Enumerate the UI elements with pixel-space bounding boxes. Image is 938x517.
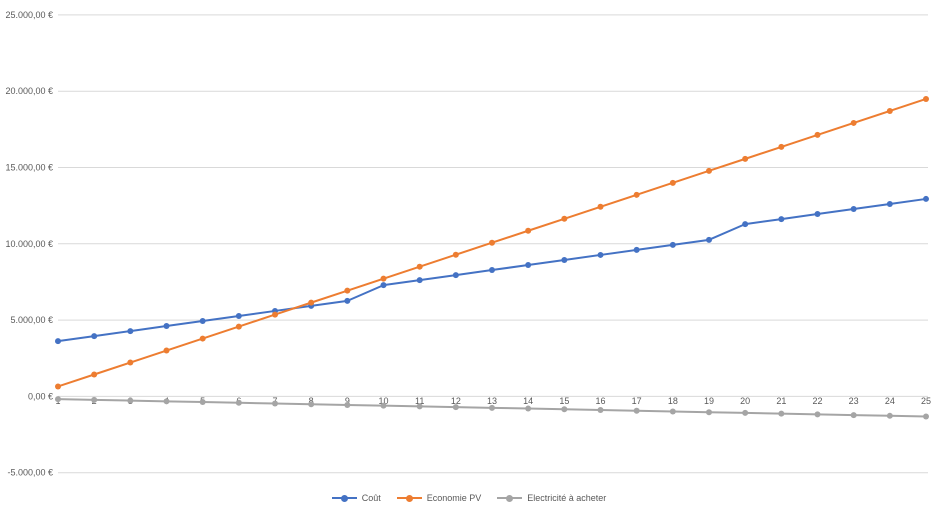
- svg-text:-5.000,00 €: -5.000,00 €: [7, 468, 53, 478]
- economie-pv-line-marker-icon: [396, 494, 422, 503]
- svg-text:21: 21: [776, 396, 786, 406]
- svg-text:19: 19: [704, 396, 714, 406]
- svg-text:11: 11: [415, 396, 424, 406]
- svg-text:15.000,00 €: 15.000,00 €: [5, 163, 53, 173]
- legend-item-cout: Coût: [331, 491, 381, 505]
- svg-text:5.000,00 €: 5.000,00 €: [10, 315, 53, 325]
- electricite-line-marker-icon: [497, 494, 523, 503]
- svg-text:0,00 €: 0,00 €: [28, 391, 53, 401]
- legend-item-electricite-a-acheter: Electricité à acheter: [497, 491, 606, 505]
- svg-text:16: 16: [595, 396, 605, 406]
- chart-legend: Coût Economie PV Electricité à acheter: [0, 491, 938, 505]
- legend-label-cout: Coût: [361, 493, 381, 503]
- svg-text:13: 13: [487, 396, 497, 406]
- svg-text:8: 8: [309, 396, 314, 406]
- svg-text:17: 17: [632, 396, 642, 406]
- svg-text:9: 9: [345, 396, 350, 406]
- svg-text:14: 14: [523, 396, 533, 406]
- svg-text:18: 18: [668, 396, 678, 406]
- svg-text:15: 15: [559, 396, 569, 406]
- svg-text:22: 22: [812, 396, 822, 406]
- cout-line-marker-icon: [331, 494, 357, 503]
- svg-text:25.000,00 €: 25.000,00 €: [5, 10, 53, 20]
- svg-text:24: 24: [885, 396, 895, 406]
- svg-text:12: 12: [451, 396, 461, 406]
- legend-label-electricite-a-acheter: Electricité à acheter: [527, 493, 607, 503]
- legend-item-economie-pv: Economie PV: [396, 491, 482, 505]
- svg-text:23: 23: [849, 396, 859, 406]
- svg-text:25: 25: [921, 396, 931, 406]
- legend-label-economie-pv: Economie PV: [426, 493, 482, 503]
- svg-text:10: 10: [378, 396, 388, 406]
- svg-text:10.000,00 €: 10.000,00 €: [5, 239, 53, 249]
- svg-text:20.000,00 €: 20.000,00 €: [5, 86, 53, 96]
- svg-text:20: 20: [740, 396, 750, 406]
